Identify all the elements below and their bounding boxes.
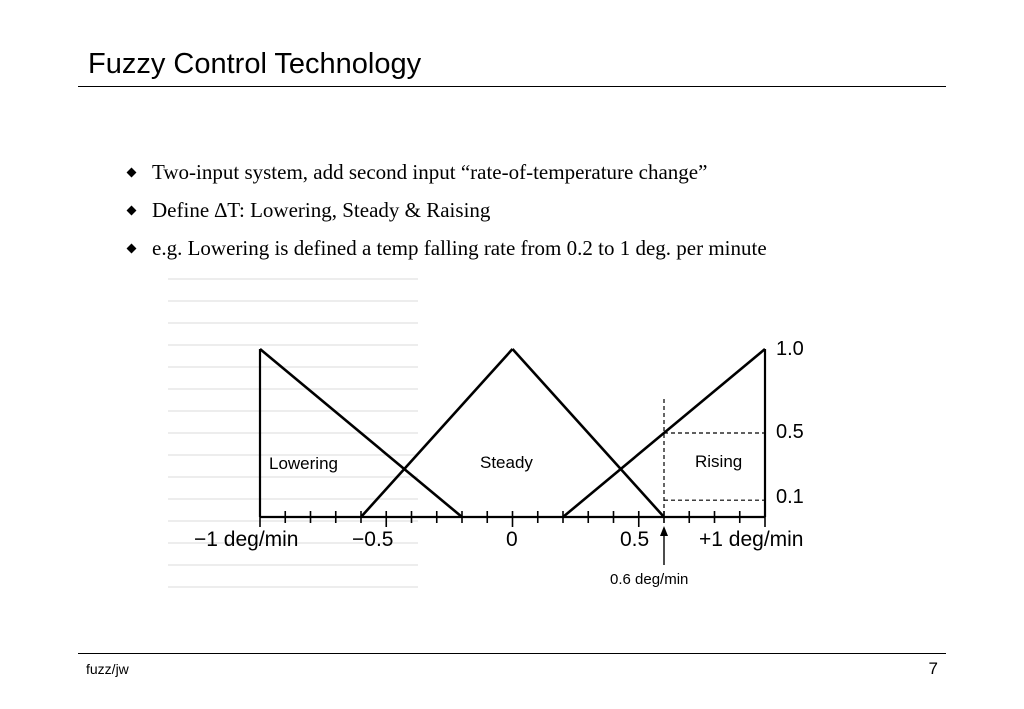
steady-rising-edge <box>360 348 514 518</box>
x-label-0: 0 <box>506 528 518 551</box>
set-label-rising: Rising <box>695 452 742 471</box>
bullet-text: Two-input system, add second input “rate… <box>152 159 708 184</box>
slide-title: Fuzzy Control Technology <box>88 48 422 80</box>
footer-text: fuzz/jw <box>86 661 129 677</box>
x-label-minus-1: −1 deg/min <box>194 528 299 551</box>
x-label-minus-0-5: −0.5 <box>352 528 393 551</box>
set-label-lowering: Lowering <box>269 454 338 473</box>
title-divider <box>78 86 946 87</box>
bullet-item: Define ∆T: Lowering, Steady & Raising <box>126 191 767 229</box>
footer-divider <box>78 653 946 654</box>
bullet-text: e.g. Lowering is defined a temp falling … <box>152 235 767 260</box>
bullet-item: e.g. Lowering is defined a temp falling … <box>126 229 767 267</box>
faded-scan-background <box>168 278 418 598</box>
y-label-0-5: 0.5 <box>776 421 804 443</box>
diagram-labels: Lowering Steady Rising 1.0 0.5 0.1 −1 de… <box>194 338 804 588</box>
y-label-0-1: 0.1 <box>776 486 804 508</box>
marker-arrow-head <box>660 526 668 536</box>
bullet-list: Two-input system, add second input “rate… <box>126 153 767 267</box>
set-label-steady: Steady <box>480 453 533 472</box>
bullet-text: Define ∆T: Lowering, Steady & Raising <box>152 197 491 222</box>
page-number: 7 <box>928 659 938 678</box>
x-label-plus-1: +1 deg/min <box>699 528 804 551</box>
bullet-item: Two-input system, add second input “rate… <box>126 153 767 191</box>
x-label-0-5: 0.5 <box>620 528 649 551</box>
steady-falling-edge <box>511 348 665 518</box>
lowering-slope <box>259 348 463 518</box>
marker-label: 0.6 deg/min <box>610 571 688 588</box>
y-label-1-0: 1.0 <box>776 338 804 360</box>
diagram-lines <box>258 348 767 565</box>
